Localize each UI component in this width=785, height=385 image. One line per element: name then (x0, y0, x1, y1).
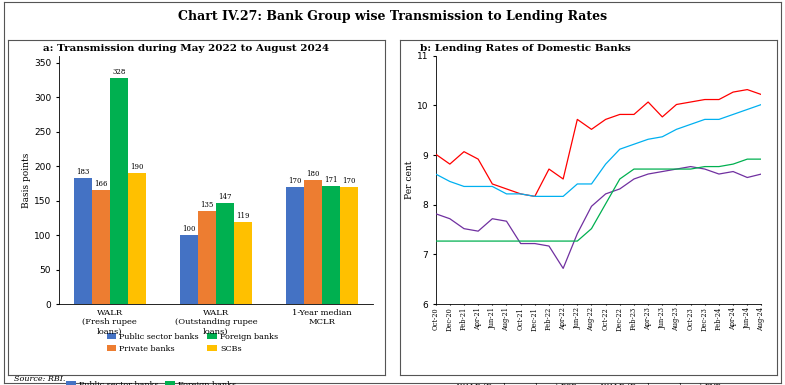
Text: a: Transmission during May 2022 to August 2024: a: Transmission during May 2022 to Augus… (43, 44, 329, 53)
Bar (110, 78, 128, 304)
Bar (74, 178, 92, 304)
Text: 190: 190 (130, 163, 144, 171)
Y-axis label: Per cent: Per cent (405, 161, 414, 199)
Legend: WALR (Fresh rupee loans)-PSBs, 1-Year median MCLR-PSBs, WALR (Fresh rupee loans): WALR (Fresh rupee loans)-PSBs, 1-Year me… (440, 380, 728, 385)
Text: 171: 171 (324, 176, 338, 184)
Y-axis label: Basis points: Basis points (22, 152, 31, 208)
Legend: Public sector banks, Private banks, Foreign banks, SCBs: Public sector banks, Private banks, Fore… (104, 330, 281, 356)
Text: b: Lending Rates of Domestic Banks: b: Lending Rates of Domestic Banks (420, 44, 630, 53)
Text: Source: RBI.: Source: RBI. (14, 375, 65, 383)
Text: 170: 170 (288, 177, 301, 185)
Text: Chart IV.27: Bank Group wise Transmission to Lending Rates: Chart IV.27: Bank Group wise Transmissio… (178, 10, 607, 23)
Bar (216, 203, 234, 304)
Legend: Public sector banks, Private banks, Foreign banks, SCBs: Public sector banks, Private banks, Fore… (63, 378, 239, 385)
Text: 183: 183 (76, 168, 89, 176)
Bar (234, 222, 252, 304)
Bar (304, 180, 322, 304)
Text: 147: 147 (218, 192, 232, 201)
Text: 100: 100 (182, 225, 195, 233)
Bar (286, 187, 304, 304)
Bar (180, 235, 198, 304)
Bar (322, 186, 340, 304)
Text: 180: 180 (306, 170, 319, 178)
Bar (340, 187, 358, 304)
Text: 328: 328 (112, 68, 126, 76)
Text: 135: 135 (200, 201, 214, 209)
Bar (128, 173, 146, 304)
Text: 166: 166 (94, 179, 108, 187)
Bar (92, 190, 110, 304)
Text: 119: 119 (236, 212, 250, 220)
Bar (198, 211, 216, 304)
Text: 170: 170 (342, 177, 356, 185)
